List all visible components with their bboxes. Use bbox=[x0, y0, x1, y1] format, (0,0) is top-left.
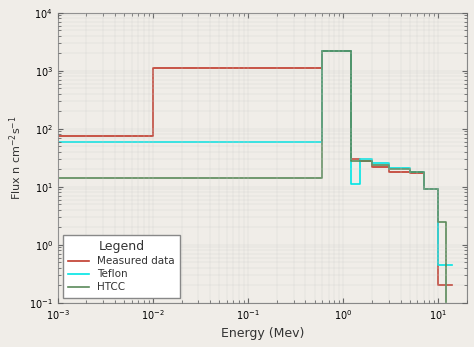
HTCC bbox=[357, 159, 363, 163]
Measured data bbox=[407, 171, 412, 176]
Teflon bbox=[386, 161, 392, 165]
Teflon bbox=[319, 139, 325, 144]
Measured data bbox=[421, 171, 427, 176]
HTCC bbox=[340, 49, 346, 53]
Measured data bbox=[312, 66, 318, 70]
Measured data bbox=[436, 187, 441, 192]
Teflon bbox=[55, 139, 61, 144]
Measured data bbox=[150, 66, 156, 70]
Line: HTCC: HTCC bbox=[58, 51, 452, 308]
HTCC bbox=[369, 163, 375, 167]
HTCC bbox=[340, 49, 346, 53]
Teflon bbox=[436, 263, 441, 267]
HTCC bbox=[449, 306, 455, 311]
HTCC bbox=[319, 49, 325, 53]
Teflon bbox=[340, 49, 346, 53]
HTCC bbox=[386, 167, 392, 171]
Teflon bbox=[348, 49, 354, 53]
Teflon bbox=[407, 170, 412, 174]
Measured data bbox=[348, 49, 354, 53]
HTCC bbox=[348, 159, 354, 163]
Teflon bbox=[443, 263, 449, 267]
Y-axis label: Flux n cm$^{-2}$s$^{-1}$: Flux n cm$^{-2}$s$^{-1}$ bbox=[7, 116, 24, 200]
X-axis label: Energy (Mev): Energy (Mev) bbox=[221, 327, 304, 340]
HTCC bbox=[386, 163, 392, 167]
Measured data bbox=[319, 49, 325, 53]
Measured data bbox=[449, 283, 455, 287]
Measured data bbox=[357, 159, 363, 163]
Teflon bbox=[150, 139, 156, 144]
HTCC bbox=[421, 170, 427, 174]
Teflon bbox=[386, 166, 392, 170]
Teflon bbox=[312, 139, 318, 144]
Measured data bbox=[348, 157, 354, 161]
Teflon bbox=[407, 166, 412, 170]
Teflon bbox=[421, 187, 427, 192]
Teflon bbox=[421, 170, 427, 174]
HTCC bbox=[150, 176, 156, 180]
HTCC bbox=[319, 176, 325, 180]
Measured data bbox=[312, 66, 318, 70]
HTCC bbox=[348, 49, 354, 53]
Line: Measured data: Measured data bbox=[58, 51, 452, 285]
Measured data bbox=[386, 165, 392, 169]
Teflon bbox=[369, 161, 375, 165]
Measured data bbox=[340, 49, 346, 53]
Legend: Measured data, Teflon, HTCC: Measured data, Teflon, HTCC bbox=[63, 235, 180, 298]
HTCC bbox=[443, 220, 449, 224]
HTCC bbox=[421, 187, 427, 192]
HTCC bbox=[150, 176, 156, 180]
Measured data bbox=[55, 134, 61, 138]
Teflon bbox=[340, 49, 346, 53]
HTCC bbox=[312, 176, 318, 180]
HTCC bbox=[436, 220, 441, 224]
Line: Teflon: Teflon bbox=[58, 51, 452, 265]
Measured data bbox=[386, 170, 392, 174]
Teflon bbox=[150, 139, 156, 144]
Teflon bbox=[436, 187, 441, 192]
HTCC bbox=[369, 159, 375, 163]
Measured data bbox=[319, 66, 325, 70]
HTCC bbox=[436, 187, 441, 192]
Measured data bbox=[150, 134, 156, 138]
Teflon bbox=[319, 49, 325, 53]
HTCC bbox=[443, 306, 449, 311]
Teflon bbox=[357, 157, 363, 161]
Teflon bbox=[312, 139, 318, 144]
HTCC bbox=[407, 170, 412, 174]
HTCC bbox=[407, 167, 412, 171]
HTCC bbox=[312, 176, 318, 180]
Measured data bbox=[340, 49, 346, 53]
Teflon bbox=[357, 183, 363, 187]
HTCC bbox=[55, 176, 61, 180]
Teflon bbox=[449, 263, 455, 267]
Teflon bbox=[348, 183, 354, 187]
Measured data bbox=[436, 283, 441, 287]
Measured data bbox=[421, 187, 427, 192]
Measured data bbox=[369, 159, 375, 163]
Measured data bbox=[357, 157, 363, 161]
Teflon bbox=[369, 157, 375, 161]
Teflon bbox=[443, 263, 449, 267]
HTCC bbox=[357, 159, 363, 163]
Measured data bbox=[407, 170, 412, 174]
Measured data bbox=[369, 165, 375, 169]
